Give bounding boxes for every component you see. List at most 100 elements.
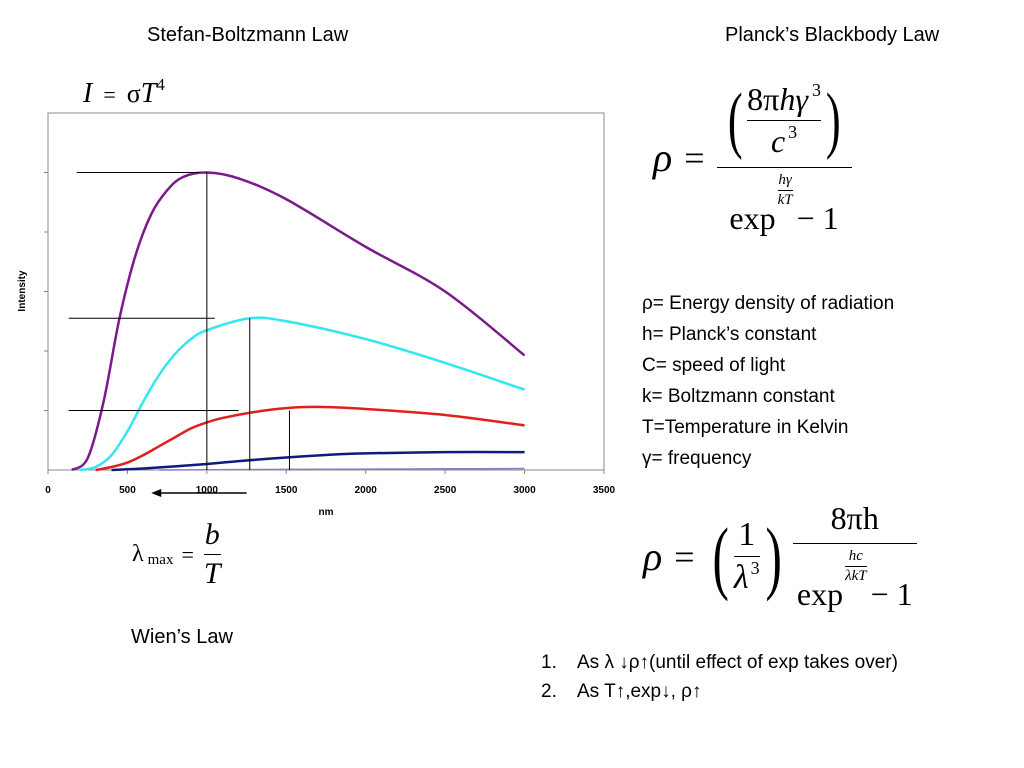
series-line [111, 450, 525, 472]
temperature-symbol: T [140, 78, 157, 109]
intensity-symbol: I [83, 78, 93, 109]
wavelength-arrow [151, 489, 247, 497]
observations-list: 1. As λ ↓ρ↑(until effect of exp takes ove… [541, 648, 898, 706]
x-axis-label: nm [319, 507, 334, 518]
x-tick-label: 1000 [196, 485, 219, 496]
list-number: 2. [541, 681, 557, 702]
exponent: 3 [788, 122, 798, 142]
lambda-symbol: λ [132, 541, 144, 567]
exp-word: exp [796, 576, 844, 612]
fraction-bar [792, 543, 917, 544]
rho-symbol: ρ [643, 534, 663, 579]
equals-sign: = [103, 82, 116, 107]
exp-denominator: λkT [845, 568, 867, 584]
stefan-boltzmann-equation: I = σT4 [83, 75, 165, 110]
fraction-bar [716, 167, 852, 168]
wien-constant: b [204, 518, 220, 551]
legend-item: ρ= Energy density of radiation [642, 293, 895, 314]
peak-guide-lines [68, 172, 290, 470]
rho-symbol: ρ [653, 135, 673, 180]
left-paren: ( [727, 79, 743, 161]
right-paren: ) [825, 79, 841, 161]
light-speed-c: c [770, 123, 786, 159]
equals-sign: = [684, 137, 705, 178]
list-text: As λ ↓ρ↑(until effect of exp takes over) [577, 652, 898, 673]
exp-numerator: hγ [778, 172, 792, 188]
list-item: 1. As λ ↓ρ↑(until effect of exp takes ove… [541, 648, 898, 677]
legend-item: k= Boltzmann constant [642, 386, 835, 407]
exponent: 4 [156, 75, 165, 94]
x-tick-label: 2000 [355, 485, 378, 496]
gamma-symbol: γ [795, 81, 808, 117]
wien-temperature: T [203, 557, 221, 590]
equals-sign: = [181, 541, 194, 567]
minus-one: − 1 [796, 200, 839, 236]
x-tick-label: 2500 [434, 485, 457, 496]
exponent: 3 [811, 80, 821, 100]
exponent: 3 [750, 558, 760, 578]
exp-numerator: hc [848, 548, 863, 564]
fraction-bar [733, 556, 760, 557]
wien-equation: λ max = b T [132, 518, 221, 591]
x-axis-ticks: 0 500 1000 1500 2000 2500 3000 3500 [45, 470, 616, 496]
exponent-fraction: hc λkT [845, 548, 867, 585]
plot-area [47, 112, 605, 471]
fraction-bar [845, 566, 867, 567]
exp-word: exp [729, 200, 776, 236]
legend-item: C= speed of light [642, 355, 786, 376]
wien-caption: Wien’s Law [131, 626, 233, 648]
symbol-legend: ρ= Energy density of radiation h= Planck… [642, 288, 894, 474]
x-tick-label: 3000 [513, 485, 536, 496]
stefan-boltzmann-title: Stefan-Boltzmann Law [147, 24, 349, 46]
legend-item: T=Temperature in Kelvin [642, 417, 849, 438]
fraction-bar [777, 190, 793, 191]
one: 1 [738, 516, 756, 553]
x-tick-label: 0 [45, 485, 51, 496]
planck-numerator: 8πh [831, 500, 879, 539]
wien-fraction: b T [203, 518, 221, 591]
eight-pi: 8π [747, 81, 780, 117]
series-line [95, 405, 525, 472]
x-tick-label: 1500 [275, 485, 298, 496]
equals-sign: = [674, 536, 695, 577]
legend-item: γ= frequency [642, 448, 752, 469]
fraction-bar [747, 120, 821, 121]
left-paren: ( [711, 510, 729, 602]
x-tick-label: 3500 [593, 485, 616, 496]
series-group [71, 171, 526, 472]
y-axis-label: Intensity [17, 270, 28, 312]
planck-denominator: exp hc λkT − 1 [793, 548, 917, 613]
y-axis-ticks [44, 172, 48, 411]
sigma-symbol: σ [126, 79, 141, 108]
eight-pi-h: 8πh [830, 500, 879, 536]
max-subscript: max [147, 552, 174, 568]
exponent-fraction: hγ kT [777, 172, 793, 209]
inner-numerator: 8πhγ 3 [747, 81, 821, 118]
lambda-symbol: λ [733, 559, 749, 596]
list-text: As T↑,exp↓, ρ↑ [577, 681, 702, 702]
fraction-bar [203, 554, 221, 555]
list-item: 2. As T↑,exp↓, ρ↑ [541, 677, 898, 706]
list-number: 1. [541, 652, 557, 673]
planck-denominator: exp hγ kT − 1 [725, 172, 842, 237]
series-line [79, 316, 525, 472]
series-line [71, 171, 526, 472]
right-paren: ) [765, 510, 782, 602]
planck-h: h [779, 81, 796, 117]
arrow-head [151, 489, 162, 497]
blackbody-chart: 0 500 1000 1500 2000 2500 3000 3500 Intensity n… [17, 112, 616, 518]
exp-denominator: kT [777, 192, 793, 208]
legend-item: h= Planck’s constant [642, 324, 817, 345]
planck-title: Planck’s Blackbody Law [725, 24, 940, 46]
x-tick-label: 500 [119, 485, 136, 496]
planck-main-fraction: 8πh exp hc λkT − 1 [792, 500, 917, 613]
